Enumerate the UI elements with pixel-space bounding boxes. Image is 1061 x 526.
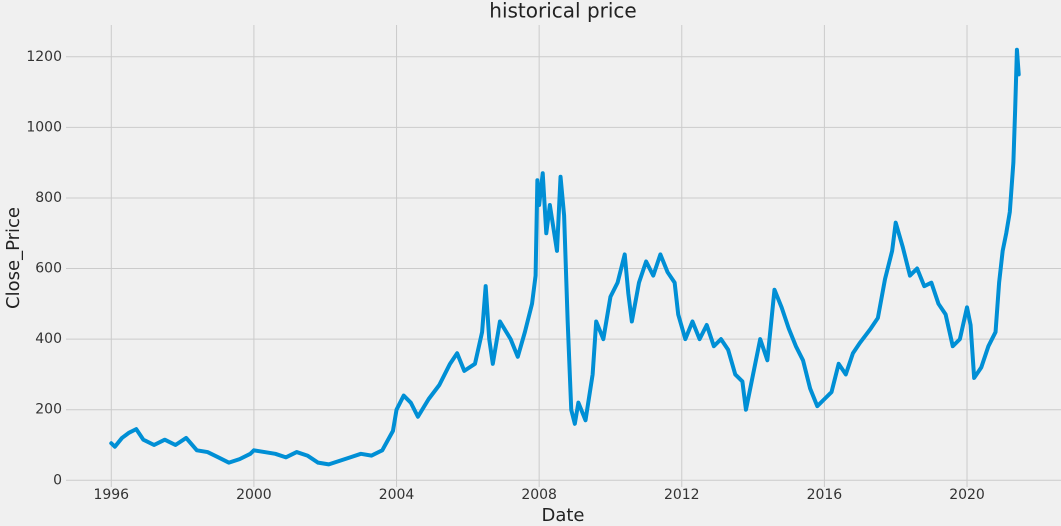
y-tick-label: 1200 <box>26 49 62 65</box>
x-tick-label: 1996 <box>93 487 129 503</box>
y-tick-label: 1000 <box>26 119 62 135</box>
y-tick-label: 0 <box>53 472 62 488</box>
y-tick-label: 200 <box>35 402 62 418</box>
x-tick-label: 2000 <box>236 487 272 503</box>
x-axis-label: Date <box>541 505 584 526</box>
chart-title: historical price <box>489 0 636 23</box>
y-axis-label: Close_Price <box>3 207 24 309</box>
y-tick-label: 400 <box>35 331 62 347</box>
y-tick-label: 600 <box>35 261 62 277</box>
x-tick-label: 2008 <box>521 487 557 503</box>
x-tick-label: 2020 <box>949 487 985 503</box>
x-tick-label: 2004 <box>379 487 415 503</box>
x-tick-label: 2012 <box>664 487 700 503</box>
y-tick-label: 800 <box>35 190 62 206</box>
x-tick-label: 2016 <box>807 487 843 503</box>
price-line <box>109 47 1021 467</box>
